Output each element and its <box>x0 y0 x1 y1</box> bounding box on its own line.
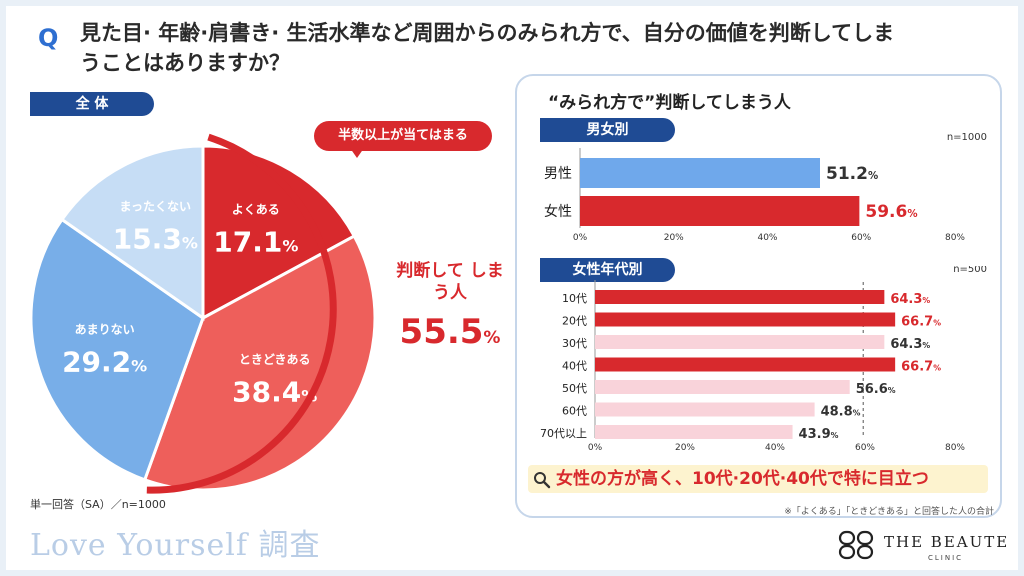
search-icon <box>534 472 551 489</box>
clinic-logo-icon <box>838 530 874 560</box>
category-label: 70代以上 <box>540 427 587 440</box>
brand-logo: Love Yourself 調査 <box>30 528 321 563</box>
value-label: 51.2% <box>826 164 878 184</box>
category-label: 男性 <box>544 166 572 182</box>
x-tick-label: 60% <box>851 233 871 243</box>
category-label: 60代 <box>562 405 587 418</box>
x-tick-label: 0% <box>573 233 588 243</box>
bar <box>580 158 820 188</box>
category-label: 10代 <box>562 292 587 305</box>
category-label: 30代 <box>562 337 587 350</box>
pie-slice-label: あまりない <box>75 322 135 336</box>
pie-chart: よくある17.1%ときどきある38.4%あまりない29.2%まったくない15.3… <box>29 133 377 494</box>
value-unit: % <box>831 431 839 440</box>
bar <box>580 196 860 226</box>
callout-tail <box>350 148 364 158</box>
x-tick-label: 20% <box>675 443 695 453</box>
bar <box>595 425 793 439</box>
x-tick-label: 40% <box>757 233 777 243</box>
footnote: ※「よくある」「ときどきある」と回答した人の合計 <box>784 507 994 517</box>
category-label: 50代 <box>562 382 587 395</box>
panel-title: “みられ方で”判断してしまう人 <box>548 93 791 113</box>
pie-slice-label: ときどきある <box>239 353 311 367</box>
highlight-text: 女性の方が高く、10代·20代·40代で特に目立つ <box>556 469 929 489</box>
pie-slice-label: よくある <box>232 202 280 216</box>
gender-pill: 男女別 <box>540 118 675 142</box>
highlight-box <box>528 465 988 493</box>
pie-slice-label: まったくない <box>120 199 192 213</box>
age-bar-chart: n=500 10代 64.3% 20代 66.7% 30代 64.3% 40代 66.7% 50代… <box>540 266 987 453</box>
combined-value: 55.5 <box>399 312 484 352</box>
overall-pill: 全 体 <box>30 92 154 116</box>
pie-slice <box>59 144 205 321</box>
age-pill: 女性年代別 <box>540 258 675 282</box>
x-tick-label: 0% <box>588 443 603 453</box>
value-unit: % <box>888 386 896 395</box>
value-unit: % <box>933 319 941 328</box>
pie-slice-unit: % <box>131 356 147 375</box>
x-tick-label: 20% <box>664 233 684 243</box>
category-label: 20代 <box>562 315 587 328</box>
value-unit: % <box>922 296 930 305</box>
clinic-sub: CLINIC <box>928 554 964 562</box>
sample-size-label: n=1000 <box>947 132 987 143</box>
sample-note: 単一回答（SA）／n=1000 <box>30 498 166 511</box>
bar <box>595 402 815 417</box>
value-label: 43.9% <box>799 427 839 442</box>
value-label: 48.8% <box>821 405 861 420</box>
pie-slice <box>29 217 205 482</box>
value-unit: % <box>933 364 941 373</box>
combined-arc <box>146 133 337 494</box>
gender-bar-chart: n=1000 男性 51.2% 女性 59.6% 0% 20% 40% 60% 80% <box>544 132 987 243</box>
combined-value-wrap: 55.5% <box>395 312 505 352</box>
x-tick-label: 40% <box>765 443 785 453</box>
bar <box>595 380 850 394</box>
x-tick-label: 80% <box>945 443 965 453</box>
callout-bubble: 半数以上が当てはまる <box>314 121 492 151</box>
bar <box>595 357 896 372</box>
value-label: 59.6% <box>865 202 917 222</box>
bar <box>595 312 896 327</box>
category-label: 女性 <box>544 203 572 220</box>
category-label: 40代 <box>562 360 587 373</box>
pie-slice <box>201 144 357 321</box>
pie-chart-container: よくある 17.1% ときどきある 38.4% あまりない 29.2% まったくない 15.3… <box>25 128 395 502</box>
bar <box>595 335 885 349</box>
value-unit: % <box>922 341 930 350</box>
value-unit: % <box>853 409 861 418</box>
value-label: 66.7% <box>901 315 941 330</box>
combined-label: 判断して しまう人 <box>396 261 504 303</box>
sample-size-label: n=500 <box>953 266 987 275</box>
value-unit: % <box>868 171 878 182</box>
value-label: 66.7% <box>901 360 941 375</box>
pie-slice-unit: % <box>182 233 198 252</box>
question-text: 見た目· 年齢·肩書き· 生活水準など周囲からのみられ方で、自分の価値を判断して… <box>80 21 895 75</box>
question-mark: Q <box>38 24 59 52</box>
clinic-name: THE BEAUTE <box>884 533 1010 551</box>
value-unit: % <box>907 209 917 220</box>
value-label: 56.6% <box>856 382 896 397</box>
pie-slice <box>142 234 377 492</box>
combined-unit: % <box>483 328 501 348</box>
x-tick-label: 60% <box>855 443 875 453</box>
bar <box>595 290 885 304</box>
pie-slice-unit: % <box>282 236 298 255</box>
value-label: 64.3% <box>890 292 930 307</box>
value-label: 64.3% <box>890 337 930 352</box>
x-tick-label: 80% <box>945 233 965 243</box>
